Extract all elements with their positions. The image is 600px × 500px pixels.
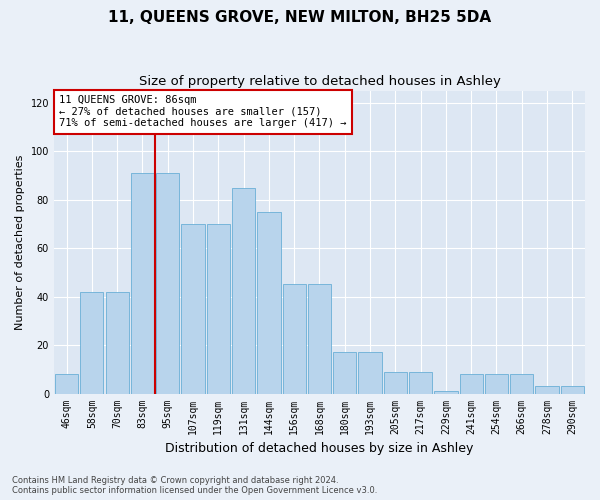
Bar	[206, 224, 230, 394]
Bar	[383, 372, 407, 394]
Bar	[131, 173, 154, 394]
Y-axis label: Number of detached properties: Number of detached properties	[15, 154, 25, 330]
Bar	[333, 352, 356, 394]
Bar	[460, 374, 483, 394]
Bar	[156, 173, 179, 394]
Bar	[257, 212, 281, 394]
Bar	[232, 188, 255, 394]
Title: Size of property relative to detached houses in Ashley: Size of property relative to detached ho…	[139, 75, 500, 88]
Bar	[409, 372, 432, 394]
Bar	[510, 374, 533, 394]
Text: 11 QUEENS GROVE: 86sqm
← 27% of detached houses are smaller (157)
71% of semi-de: 11 QUEENS GROVE: 86sqm ← 27% of detached…	[59, 95, 347, 128]
Bar	[283, 284, 306, 394]
Bar	[181, 224, 205, 394]
Bar	[561, 386, 584, 394]
Bar	[358, 352, 382, 394]
Text: Contains HM Land Registry data © Crown copyright and database right 2024.
Contai: Contains HM Land Registry data © Crown c…	[12, 476, 377, 495]
Bar	[434, 391, 458, 394]
Bar	[55, 374, 78, 394]
Bar	[308, 284, 331, 394]
Bar	[106, 292, 129, 394]
Bar	[80, 292, 103, 394]
Bar	[485, 374, 508, 394]
Text: 11, QUEENS GROVE, NEW MILTON, BH25 5DA: 11, QUEENS GROVE, NEW MILTON, BH25 5DA	[109, 10, 491, 25]
X-axis label: Distribution of detached houses by size in Ashley: Distribution of detached houses by size …	[165, 442, 473, 455]
Bar	[535, 386, 559, 394]
